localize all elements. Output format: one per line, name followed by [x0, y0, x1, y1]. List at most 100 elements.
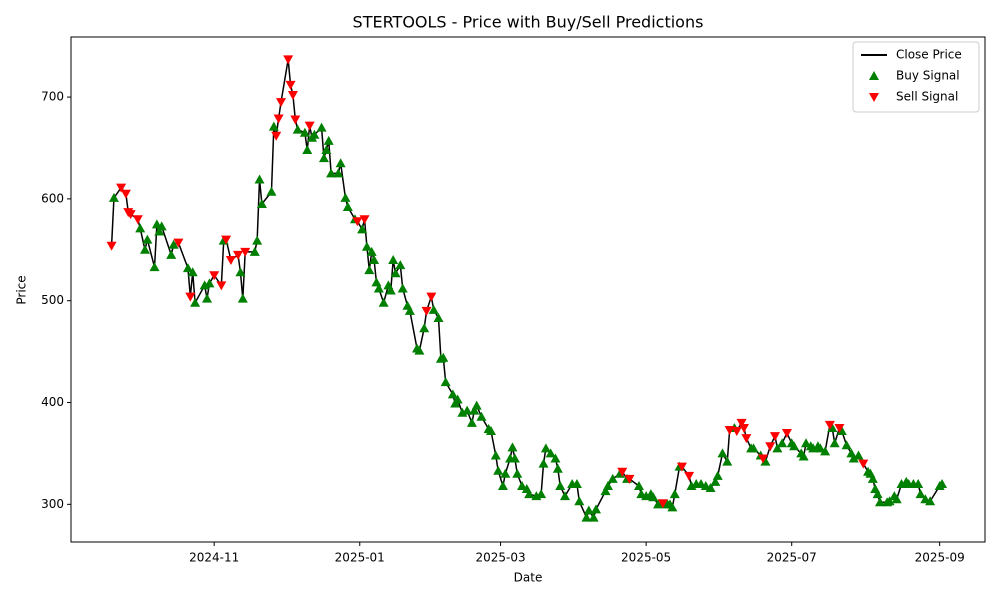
buy-marker — [202, 293, 213, 303]
buy-marker — [419, 323, 430, 333]
legend-box — [852, 41, 980, 113]
buy-marker — [366, 246, 377, 256]
price-line — [110, 58, 943, 519]
buy-marker — [710, 476, 721, 486]
sell-marker — [216, 281, 227, 291]
sell-marker — [858, 459, 869, 469]
buy-marker — [500, 468, 511, 478]
sell-marker — [824, 420, 835, 430]
buy-marker — [820, 446, 831, 456]
sell-marker — [421, 306, 432, 316]
legend-label: Buy Signal — [896, 69, 960, 83]
buy-marker — [249, 246, 260, 256]
buy-marker — [600, 486, 611, 496]
buy-marker — [493, 465, 504, 475]
legend-label: Close Price — [896, 48, 962, 62]
sell-marker — [271, 131, 282, 141]
buy-marker — [841, 440, 852, 450]
sell-marker — [125, 210, 136, 220]
y-tick-label: 300 — [41, 497, 64, 511]
buy-marker — [497, 481, 508, 491]
buy-marker — [292, 124, 303, 134]
buy-marker — [369, 254, 380, 264]
buy-marker — [777, 438, 788, 448]
sell-marker — [834, 423, 845, 433]
legend-swatch — [869, 71, 879, 80]
buy-marker — [333, 168, 344, 178]
buy-marker — [318, 153, 329, 163]
buy-marker — [829, 438, 840, 448]
buy-marker — [633, 481, 644, 491]
buy-marker — [108, 192, 119, 202]
sell-marker — [185, 292, 196, 302]
buy-marker — [469, 405, 480, 415]
sell-marker — [676, 462, 687, 472]
buy-marker — [438, 352, 449, 362]
buy-marker — [653, 499, 664, 509]
sell-marker — [276, 98, 287, 108]
sell-marker — [304, 121, 315, 131]
sell-marker — [106, 241, 117, 251]
buy-marker — [139, 244, 150, 254]
buy-marker — [302, 145, 313, 155]
buy-marker — [390, 268, 401, 278]
buy-marker — [891, 494, 902, 504]
buy-marker — [326, 168, 337, 178]
buy-marker — [447, 389, 458, 399]
buy-marker — [722, 456, 733, 466]
x-tick-label: 2025-05 — [621, 551, 671, 565]
sell-marker — [738, 423, 749, 433]
buy-marker — [772, 443, 783, 453]
buy-marker — [466, 417, 477, 427]
buy-marker — [490, 450, 501, 460]
sell-marker — [209, 271, 220, 281]
sell-marker — [287, 91, 298, 101]
buy-marker — [836, 426, 847, 436]
sell-marker — [120, 189, 131, 199]
sell-marker — [240, 247, 251, 257]
buy-marker — [509, 453, 520, 463]
sell-marker — [132, 215, 143, 225]
sell-marker — [225, 255, 236, 265]
sell-marker — [736, 418, 747, 428]
buy-marker — [433, 313, 444, 323]
buy-marker — [452, 394, 463, 404]
sell-marker — [221, 235, 232, 245]
buy-marker — [648, 492, 659, 502]
sell-marker — [758, 454, 769, 464]
sell-marker — [731, 427, 742, 437]
buy-marker — [555, 481, 566, 491]
buy-marker — [187, 267, 198, 277]
buy-marker — [717, 448, 728, 458]
buy-marker — [552, 463, 563, 473]
buy-marker — [748, 443, 759, 453]
sell-marker — [617, 467, 628, 477]
buy-marker — [154, 226, 165, 236]
sell-marker — [781, 429, 792, 439]
buy-marker — [268, 121, 279, 131]
buy-marker — [536, 489, 547, 499]
buy-marker — [373, 283, 384, 293]
buy-marker — [602, 481, 613, 491]
buy-marker — [872, 489, 883, 499]
buy-marker — [168, 239, 179, 249]
sell-marker — [426, 292, 437, 302]
sell-marker — [657, 499, 668, 509]
buy-marker — [550, 453, 561, 463]
sell-marker — [116, 183, 127, 193]
buy-marker — [316, 122, 327, 132]
buy-marker — [182, 263, 193, 273]
buy-marker — [323, 135, 334, 145]
buy-marker — [760, 456, 771, 466]
sell-marker — [285, 80, 296, 90]
buy-marker — [591, 504, 602, 514]
buy-marker — [149, 262, 160, 272]
buy-marker — [235, 267, 246, 277]
buy-marker — [524, 489, 535, 499]
buy-marker — [705, 483, 716, 493]
buy-marker — [507, 442, 518, 452]
buy-marker — [395, 260, 406, 270]
buy-marker — [335, 158, 346, 168]
buy-marker — [237, 293, 248, 303]
y-tick-label: 400 — [41, 395, 64, 409]
